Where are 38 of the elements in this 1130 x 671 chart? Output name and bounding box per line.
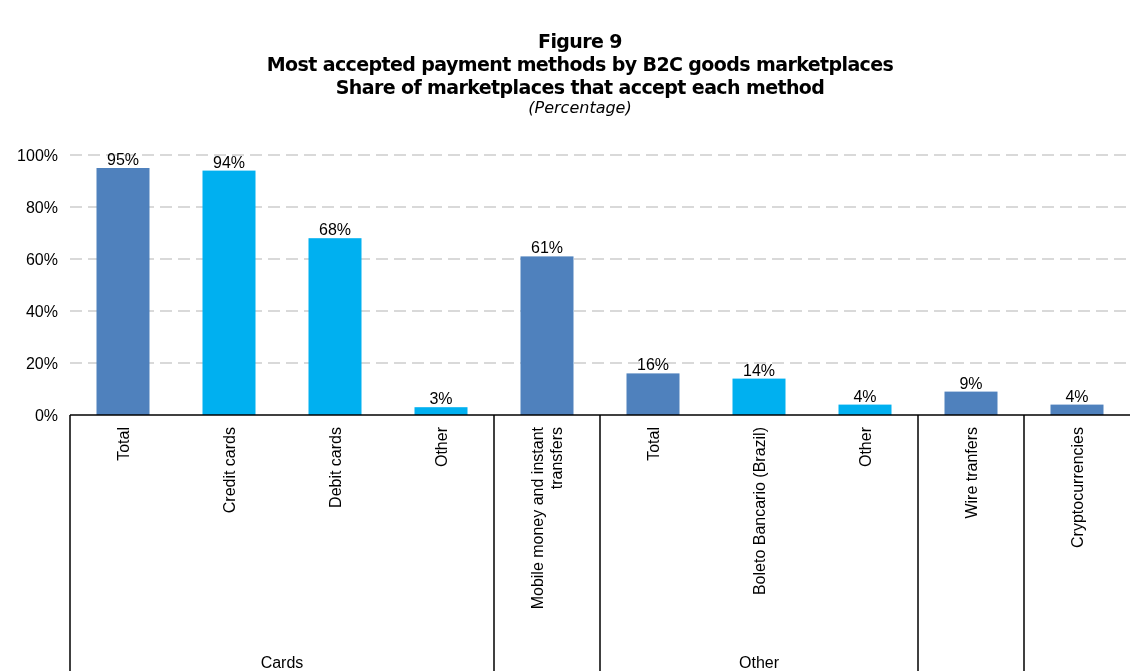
data-label: 94% xyxy=(212,153,246,171)
bar xyxy=(308,238,362,415)
y-tick-label: 40% xyxy=(25,302,58,320)
bar xyxy=(96,168,150,415)
x-tick-label: Cryptocurrencies xyxy=(1068,427,1086,548)
x-tick-label: Boleto Bancario (Brazil) xyxy=(750,427,768,596)
x-tick-label: Mobile money and instant transfers xyxy=(529,426,566,610)
chart-subtitle: (Percentage) xyxy=(528,98,632,117)
data-label: 14% xyxy=(742,361,776,379)
bar xyxy=(202,170,256,415)
y-tick-label: 60% xyxy=(25,250,58,268)
bar xyxy=(732,378,786,415)
data-label: 9% xyxy=(959,374,983,392)
chart-title: Figure 9 Most accepted payment methods by B2C goods marketplaces Share of marketplaces that accept each method xyxy=(266,30,894,98)
y-tick-label: 80% xyxy=(25,198,58,216)
data-label: 95% xyxy=(106,151,140,168)
x-tick-label: Total xyxy=(644,427,662,461)
data-label: 16% xyxy=(636,356,670,374)
data-label: 61% xyxy=(530,239,564,257)
x-tick-label: Debit cards xyxy=(326,427,344,508)
x-tick-label: Credit cards xyxy=(220,427,238,514)
bar xyxy=(944,391,998,415)
x-tick-label: Other xyxy=(432,426,450,468)
data-label: 3% xyxy=(429,390,453,408)
text: Cards xyxy=(260,654,304,671)
data-label: 4% xyxy=(853,387,877,405)
x-tick-label: Wire tranfers xyxy=(962,427,980,519)
x-tick-label: Other xyxy=(856,426,874,468)
bar xyxy=(414,407,468,415)
bar xyxy=(520,256,574,415)
x-tick-label: Total xyxy=(114,427,132,461)
data-label: 68% xyxy=(318,221,352,239)
text: Other xyxy=(738,654,780,671)
data-label: 4% xyxy=(1065,387,1089,405)
y-tick-label: 0% xyxy=(34,406,58,424)
y-tick-label: 100% xyxy=(17,146,58,164)
bar xyxy=(626,373,680,415)
y-tick-label: 20% xyxy=(25,354,58,372)
